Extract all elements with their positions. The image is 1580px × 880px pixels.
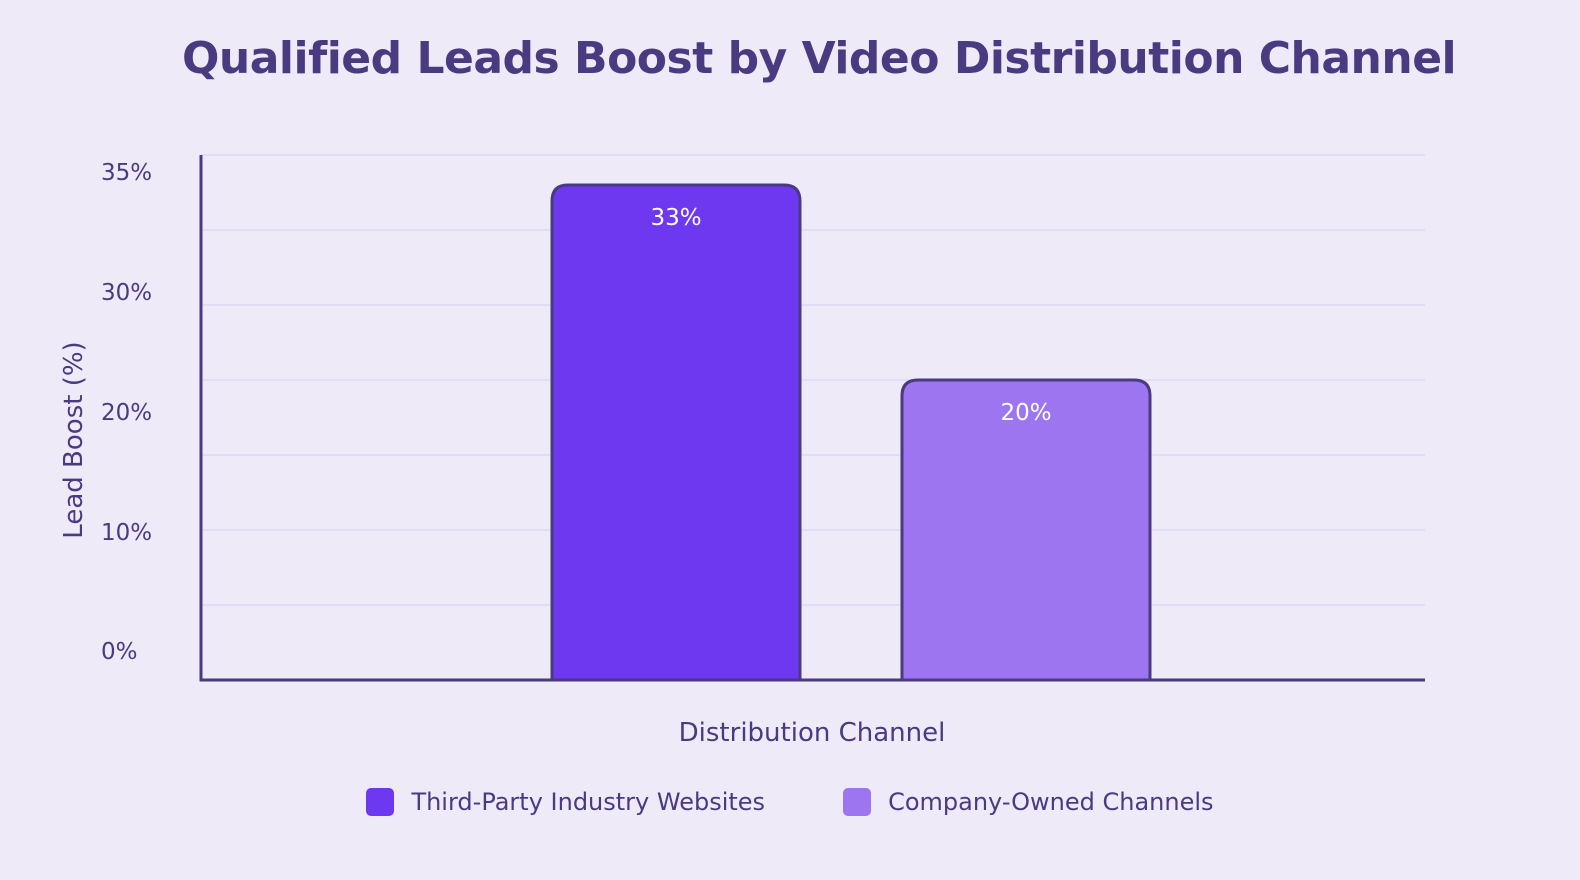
chart-title: Qualified Leads Boost by Video Distribut…: [182, 32, 1457, 84]
x-axis-title: Distribution Channel: [679, 718, 946, 748]
bar-value-label: 33%: [650, 205, 701, 231]
axes: [199, 155, 1425, 682]
y-tick-labels: 0% 10% 20% 30% 35%: [101, 160, 152, 665]
bar-value-label: 20%: [1000, 400, 1051, 426]
bar-value-labels: 33% 20%: [650, 205, 1051, 426]
y-tick-label: 10%: [101, 520, 152, 546]
legend: Third-Party Industry Websites Company-Own…: [0, 788, 1580, 816]
legend-label: Third-Party Industry Websites: [411, 788, 766, 816]
grid-lines: [201, 154, 1425, 606]
y-tick-label: 0%: [101, 639, 138, 665]
legend-item: Company-Owned Channels: [843, 788, 1214, 816]
legend-swatch: [366, 788, 395, 816]
legend-item: Third-Party Industry Websites: [366, 788, 765, 816]
legend-label: Company-Owned Channels: [888, 788, 1214, 816]
y-tick-label: 20%: [101, 400, 152, 426]
legend-swatch: [843, 788, 872, 816]
bar: [900, 378, 1152, 682]
y-tick-label: 35%: [101, 160, 152, 186]
y-axis-title: Lead Boost (%): [59, 341, 89, 538]
bars: [550, 183, 1152, 682]
bar: [550, 183, 802, 682]
y-tick-label: 30%: [101, 280, 152, 306]
chart-title-row: Qualified Leads Boost by Video Distribut…: [160, 28, 1457, 88]
